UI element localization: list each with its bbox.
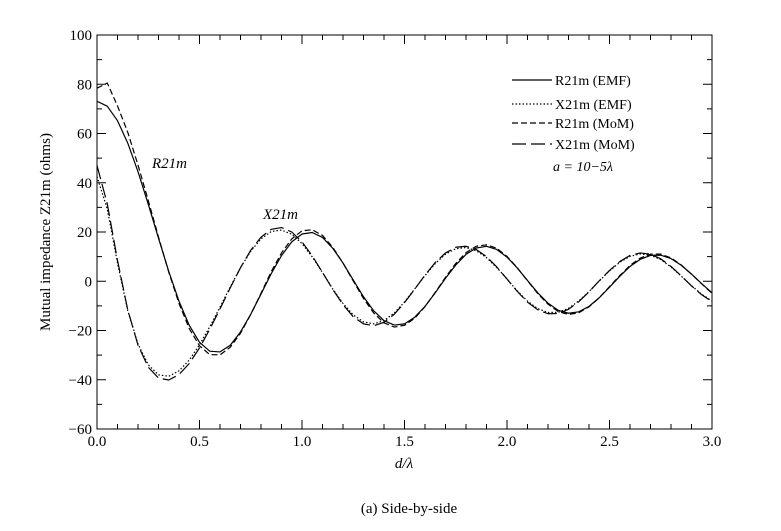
y-tick-label: 20 — [77, 225, 92, 241]
legend: R21m (EMF) X21m (EMF) R21m (MoM) X21m (M… — [512, 74, 635, 175]
legend-label-x-emf: X21m (EMF) — [555, 98, 632, 113]
x-tick-label: 2.5 — [600, 434, 619, 450]
series-line-3 — [96, 165, 713, 381]
y-tick-label: 80 — [77, 77, 92, 93]
y-tick-label: −20 — [69, 324, 92, 340]
plot-frame — [96, 34, 713, 430]
figure-caption: (a) Side-by-side — [361, 501, 458, 517]
x-tick-label: 3.0 — [703, 434, 722, 450]
legend-label-r-emf: R21m (EMF) — [555, 74, 631, 89]
x-tick-label: 0.0 — [88, 434, 107, 450]
x-axis-label: d/λ — [395, 456, 414, 472]
y-tick-label: 60 — [77, 127, 92, 143]
series-line-2 — [96, 82, 713, 356]
axis-ticks: 0.0 0.5 1.0 1.5 2.0 2.5 3.0 100 80 60 40 20 0 −20 −40 −… — [69, 28, 722, 450]
legend-note: a = 10−5λ — [553, 160, 613, 175]
legend-label-x-mom: X21m (MoM) — [555, 138, 635, 153]
x-tick-label: 0.5 — [190, 434, 209, 450]
y-tick-label: −60 — [69, 422, 92, 438]
annotation-x21m: X21m — [262, 207, 298, 223]
series-layer — [96, 82, 713, 381]
x-tick-label: 2.0 — [498, 434, 517, 450]
y-axis-label: Mutual impedance Z21m (ohms) — [38, 133, 54, 331]
legend-label-r-mom: R21m (MoM) — [555, 117, 634, 132]
y-tick-label: −40 — [69, 373, 92, 389]
y-tick-label: 100 — [70, 28, 93, 44]
x-tick-label: 1.0 — [293, 434, 312, 450]
annotation-r21m: R21m — [151, 156, 187, 172]
y-tick-label: 0 — [85, 274, 93, 290]
x-tick-label: 1.5 — [395, 434, 414, 450]
y-tick-label: 40 — [77, 176, 92, 192]
